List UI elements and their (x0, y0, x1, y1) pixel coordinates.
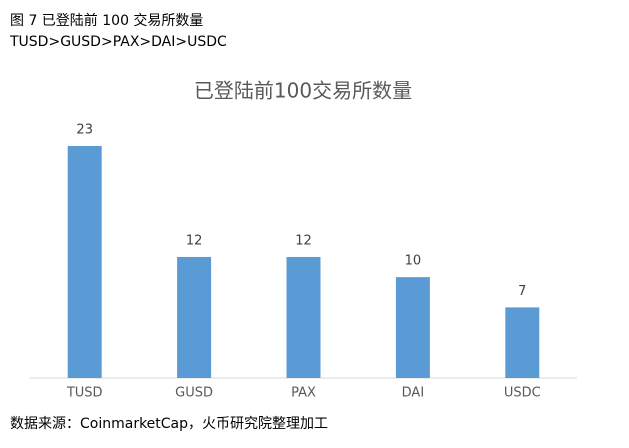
bar (67, 146, 102, 378)
x-tick-label: GUSD (175, 386, 213, 401)
x-tick-label: USDC (504, 386, 541, 401)
bar (505, 307, 540, 378)
data-label: 7 (518, 284, 526, 299)
data-label: 10 (405, 254, 422, 269)
data-label: 12 (186, 233, 203, 248)
figure-caption: 图 7 已登陆前 100 交易所数量 (10, 13, 204, 29)
data-label: 23 (76, 123, 93, 138)
bar (286, 256, 321, 378)
bar (177, 256, 212, 378)
x-tick-label: PAX (291, 386, 316, 401)
x-tick-label: DAI (402, 386, 425, 401)
source-note: 数据来源：CoinmarketCap，火币研究院整理加工 (10, 416, 328, 432)
data-label: 12 (295, 233, 312, 248)
figure-subtitle: TUSD>GUSD>PAX>DAI>USDC (10, 34, 227, 50)
x-tick-label: TUSD (66, 386, 103, 401)
bar (395, 277, 430, 378)
chart-title: 已登陆前100交易所数量 (194, 79, 412, 103)
